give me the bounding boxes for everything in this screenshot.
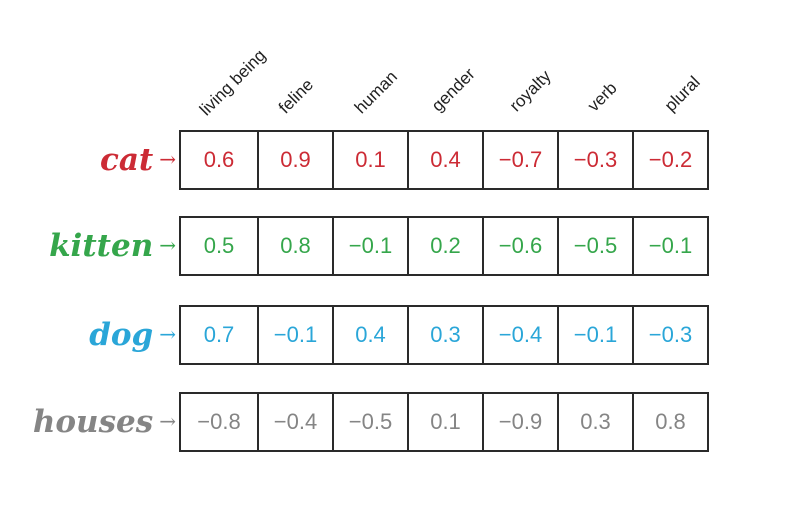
word-text: houses <box>32 404 154 440</box>
vector-cell-royalty: −0.6 <box>482 216 559 276</box>
vector-row-dog: dog → 0.7 −0.1 0.4 0.3 −0.4 −0.1 −0.3 <box>0 305 788 365</box>
word-label: houses → <box>33 404 176 440</box>
vector-cell-plural: 0.8 <box>632 392 709 452</box>
vector-cell-gender: 0.4 <box>407 130 484 190</box>
vector-cell-human: −0.1 <box>332 216 409 276</box>
column-label-feline: feline <box>274 75 318 118</box>
column-label-living-being: living being <box>195 45 270 120</box>
vector-cell-living-being: 0.7 <box>179 305 259 365</box>
vector-cells: −0.8 −0.4 −0.5 0.1 −0.9 0.3 0.8 <box>179 392 709 452</box>
vector-cell-verb: −0.3 <box>557 130 634 190</box>
vector-row-kitten: kitten → 0.5 0.8 −0.1 0.2 −0.6 −0.5 −0.1 <box>0 216 788 276</box>
vector-cell-living-being: 0.6 <box>179 130 259 190</box>
vector-cell-verb: −0.1 <box>557 305 634 365</box>
vector-cell-living-being: −0.8 <box>179 392 259 452</box>
right-arrow-icon: → <box>159 233 176 257</box>
column-label-verb: verb <box>583 78 621 116</box>
right-arrow-icon: → <box>159 322 176 346</box>
vector-cells: 0.6 0.9 0.1 0.4 −0.7 −0.3 −0.2 <box>179 130 709 190</box>
column-header: living being feline human gender royalty verb… <box>0 0 788 130</box>
vector-cell-plural: −0.1 <box>632 216 709 276</box>
vector-cell-gender: 0.2 <box>407 216 484 276</box>
vector-cells: 0.5 0.8 −0.1 0.2 −0.6 −0.5 −0.1 <box>179 216 709 276</box>
word-label: kitten → <box>49 228 176 264</box>
word-text: cat <box>99 142 154 178</box>
vector-cell-plural: −0.2 <box>632 130 709 190</box>
vector-cell-human: −0.5 <box>332 392 409 452</box>
vector-cell-royalty: −0.7 <box>482 130 559 190</box>
right-arrow-icon: → <box>159 409 176 433</box>
vector-cell-gender: 0.3 <box>407 305 484 365</box>
column-label-plural: plural <box>660 72 704 116</box>
vector-cells: 0.7 −0.1 0.4 0.3 −0.4 −0.1 −0.3 <box>179 305 709 365</box>
vector-cell-feline: −0.1 <box>257 305 334 365</box>
vector-cell-plural: −0.3 <box>632 305 709 365</box>
vector-cell-gender: 0.1 <box>407 392 484 452</box>
word-label: cat → <box>100 142 176 178</box>
vector-cell-human: 0.4 <box>332 305 409 365</box>
vector-row-houses: houses → −0.8 −0.4 −0.5 0.1 −0.9 0.3 0.8 <box>0 392 788 452</box>
vector-cell-human: 0.1 <box>332 130 409 190</box>
word-text: kitten <box>49 228 154 264</box>
vector-cell-living-being: 0.5 <box>179 216 259 276</box>
vector-cell-royalty: −0.4 <box>482 305 559 365</box>
vector-cell-verb: 0.3 <box>557 392 634 452</box>
vector-cell-feline: 0.8 <box>257 216 334 276</box>
vector-cell-feline: −0.4 <box>257 392 334 452</box>
column-label-human: human <box>350 67 402 118</box>
vector-cell-royalty: −0.9 <box>482 392 559 452</box>
right-arrow-icon: → <box>159 147 176 171</box>
vector-row-cat: cat → 0.6 0.9 0.1 0.4 −0.7 −0.3 −0.2 <box>0 130 788 190</box>
vector-cell-feline: 0.9 <box>257 130 334 190</box>
column-label-royalty: royalty <box>505 66 555 116</box>
vector-cell-verb: −0.5 <box>557 216 634 276</box>
column-label-gender: gender <box>427 64 479 116</box>
word-text: dog <box>89 317 154 353</box>
word-label: dog → <box>89 317 176 353</box>
